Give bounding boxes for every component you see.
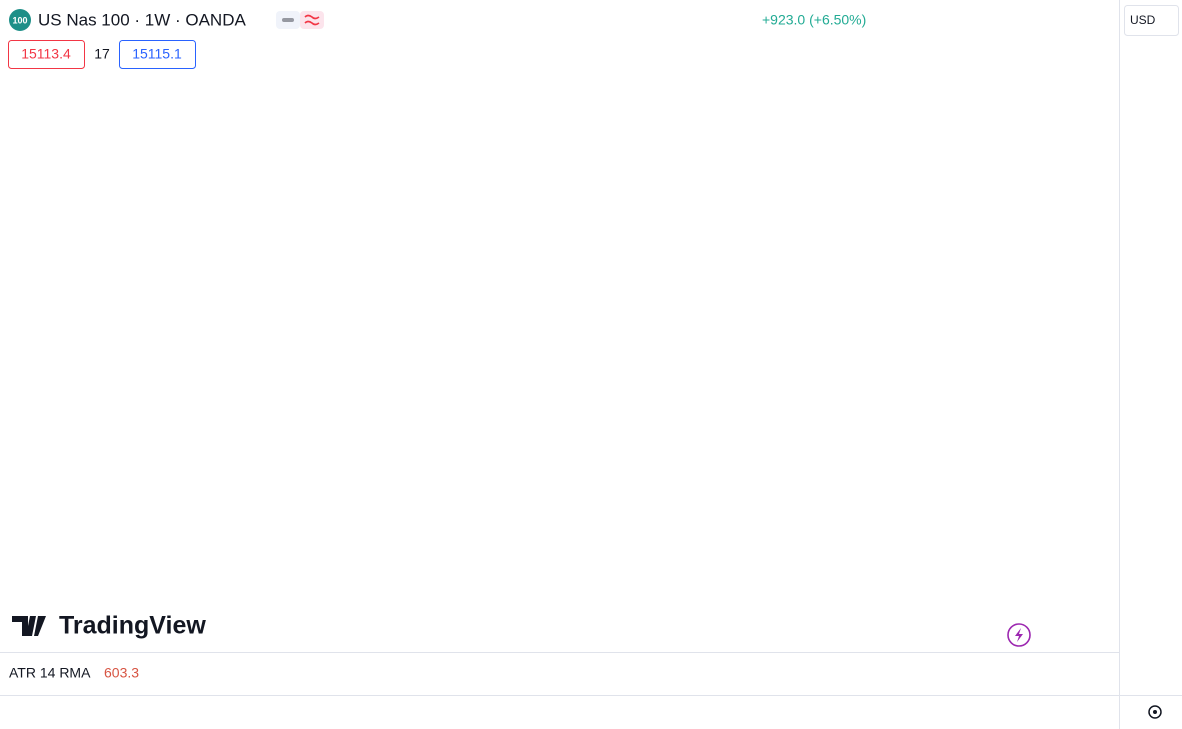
- watermark-logo: [12, 616, 46, 636]
- spread: 17: [94, 46, 110, 62]
- bid: 15113.4: [21, 46, 71, 62]
- legend-change: +923.0 (+6.50%): [762, 12, 866, 28]
- settings-glyph: [1153, 710, 1157, 714]
- bid-box[interactable]: [8, 40, 85, 69]
- currency-button[interactable]: [1124, 5, 1179, 36]
- wave-icon[interactable]: [300, 11, 324, 29]
- currency: USD: [1130, 13, 1156, 27]
- watermark: TradingView: [59, 612, 206, 640]
- settings-icon[interactable]: [1148, 705, 1162, 719]
- wave-glyph: [304, 14, 320, 26]
- symbol-badge-text: 100: [12, 15, 27, 25]
- ask: 15115.1: [132, 46, 182, 62]
- chart-title[interactable]: US Nas 100 · 1W · OANDA: [38, 10, 246, 29]
- symbol-badge[interactable]: [9, 9, 31, 31]
- alert-glyph: [1015, 628, 1023, 642]
- ask-box[interactable]: [119, 40, 196, 69]
- indicator-name: ATR 14 RMA: [9, 665, 91, 681]
- indicator-value: 603.3: [104, 665, 139, 681]
- toggle-glyph: [282, 18, 294, 22]
